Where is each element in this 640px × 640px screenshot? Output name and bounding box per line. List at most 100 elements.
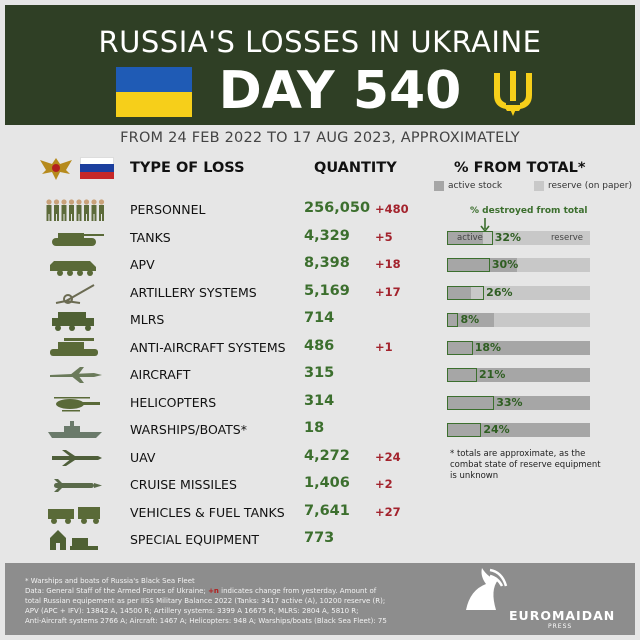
loss-row: CRUISE MISSILES 1,406 +2 bbox=[0, 473, 640, 497]
loss-row: WARSHIPS/BOATS* 18 24% bbox=[0, 418, 640, 442]
legend-active: active stock bbox=[434, 181, 502, 191]
header-banner: RUSSIA'S LOSSES IN UKRAINE DAY 540 bbox=[5, 5, 635, 125]
percent-bar: 21% bbox=[447, 368, 590, 382]
loss-type: WARSHIPS/BOATS* bbox=[130, 422, 247, 437]
loss-row: ARTILLERY SYSTEMS 5,169 +17 26% bbox=[0, 281, 640, 305]
destroyed-fill bbox=[447, 258, 490, 272]
loss-row: TANKS 4,329 +5 active reserve 32% bbox=[0, 226, 640, 250]
loss-type: APV bbox=[130, 257, 155, 272]
loss-row: VEHICLES & FUEL TANKS 7,641 +27 bbox=[0, 501, 640, 525]
loss-quantity: 314 bbox=[304, 392, 335, 409]
mlrs-icon bbox=[52, 312, 94, 331]
footer-source: Data: General Staff of the Armed Forces … bbox=[25, 587, 377, 595]
logo-subtext: PRESS bbox=[548, 623, 573, 630]
column-header-type: TYPE OF LOSS bbox=[130, 160, 245, 176]
apv-icon bbox=[50, 261, 96, 276]
loss-quantity: 8,398 bbox=[304, 255, 350, 271]
footer: * Warships and boats of Russia's Black S… bbox=[5, 563, 635, 635]
column-header-quantity: QUANTITY bbox=[314, 160, 397, 176]
warship-icon bbox=[48, 421, 102, 438]
loss-quantity: 7,641 bbox=[304, 502, 350, 519]
loss-quantity: 5,169 bbox=[304, 282, 350, 299]
destroyed-legend: % destroyed from total bbox=[470, 206, 588, 216]
active-stock-fill bbox=[447, 258, 518, 272]
percent-label: 24% bbox=[483, 423, 510, 436]
percent-label: 21% bbox=[479, 368, 506, 381]
russia-flag-icon bbox=[80, 157, 114, 179]
active-stock-fill bbox=[447, 313, 495, 327]
percent-label: 33% bbox=[496, 395, 523, 409]
destroyed-fill bbox=[447, 285, 485, 300]
loss-change: +2 bbox=[375, 477, 393, 491]
loss-change: +17 bbox=[375, 284, 401, 299]
active-stock-fill bbox=[447, 368, 590, 382]
loss-row: AIRCRAFT 315 21% bbox=[0, 363, 640, 387]
footer-note: * Warships and boats of Russia's Black S… bbox=[25, 577, 195, 585]
column-header-percent: % FROM TOTAL* bbox=[454, 160, 586, 176]
tank-icon bbox=[52, 232, 104, 246]
artillery-icon bbox=[55, 283, 95, 304]
footer-text: Anti-Aircraft systems 2766 A; Aircraft: … bbox=[25, 617, 387, 625]
loss-row: UAV 4,272 +24 bbox=[0, 446, 640, 470]
page-title: RUSSIA'S LOSSES IN UKRAINE bbox=[98, 25, 542, 59]
percent-bar: 8% bbox=[447, 313, 590, 327]
loss-type: ARTILLERY SYSTEMS bbox=[130, 284, 257, 300]
destroyed-fill bbox=[447, 423, 482, 437]
helicopter-icon bbox=[54, 396, 100, 411]
active-stock-fill bbox=[447, 340, 590, 355]
loss-change: +24 bbox=[375, 449, 401, 464]
destroyed-fill bbox=[447, 340, 473, 355]
trident-icon bbox=[494, 71, 532, 116]
active-stock-fill bbox=[447, 423, 590, 437]
bar-reserve-label: reserve bbox=[551, 232, 583, 243]
percent-label: 26% bbox=[486, 285, 513, 299]
loss-type: PERSONNEL bbox=[130, 202, 206, 217]
bar-active-label: active bbox=[457, 232, 483, 243]
active-stock-fill bbox=[447, 230, 483, 245]
aircraft-icon bbox=[50, 367, 102, 383]
loss-row: MLRS 714 8% bbox=[0, 308, 640, 332]
active-stock-fill bbox=[447, 395, 590, 410]
loss-type: AIRCRAFT bbox=[130, 367, 191, 382]
percent-label: 8% bbox=[460, 313, 480, 326]
special-equipment-icon bbox=[50, 530, 98, 550]
destroyed-fill bbox=[447, 368, 478, 382]
percent-label: 18% bbox=[474, 340, 502, 354]
loss-change: +18 bbox=[375, 257, 401, 271]
percent-bar: 18% bbox=[447, 340, 590, 355]
loss-type: UAV bbox=[130, 449, 156, 465]
ukraine-flag-icon bbox=[116, 67, 192, 117]
loss-row: SPECIAL EQUIPMENT 773 bbox=[0, 528, 640, 552]
loss-quantity: 773 bbox=[304, 530, 335, 546]
footnote: * totals are approximate, as the combat … bbox=[450, 449, 601, 481]
loss-quantity: 1,406 bbox=[304, 475, 350, 491]
loss-change: +27 bbox=[375, 504, 401, 519]
loss-change: +1 bbox=[375, 339, 393, 354]
loss-type: SPECIAL EQUIPMENT bbox=[130, 532, 260, 547]
percent-bar: 24% bbox=[447, 423, 590, 437]
loss-type: MLRS bbox=[130, 312, 165, 327]
loss-quantity: 4,329 bbox=[304, 227, 350, 244]
euromaidan-logo-icon bbox=[466, 568, 508, 610]
date-range: FROM 24 FEB 2022 TO 17 AUG 2023, APPROXI… bbox=[120, 130, 520, 146]
day-counter: DAY 540 bbox=[218, 61, 462, 121]
loss-quantity: 315 bbox=[304, 365, 335, 381]
loss-quantity: 18 bbox=[304, 420, 325, 436]
loss-quantity: 486 bbox=[304, 337, 335, 354]
percent-bar: 30% bbox=[447, 258, 590, 272]
loss-change: +480 bbox=[375, 202, 409, 216]
soldiers-icon bbox=[46, 199, 105, 221]
destroyed-fill bbox=[447, 230, 493, 245]
destroyed-fill bbox=[447, 313, 459, 327]
loss-row: PERSONNEL 256,050 +480 bbox=[0, 198, 640, 222]
percent-bar: 26% bbox=[447, 285, 590, 300]
percent-bar: 33% bbox=[447, 395, 590, 410]
legend-reserve: reserve (on paper) bbox=[534, 181, 632, 191]
loss-type: VEHICLES & FUEL TANKS bbox=[130, 504, 285, 520]
logo-text: EUROMAIDAN bbox=[509, 608, 616, 623]
footer-text: APV (APC + IFV): 13842 A, 14500 R; Artil… bbox=[25, 607, 359, 615]
loss-type: HELICOPTERS bbox=[130, 394, 217, 410]
loss-quantity: 714 bbox=[304, 310, 335, 326]
loss-type: ANTI-AIRCRAFT SYSTEMS bbox=[130, 339, 286, 355]
percent-label: 30% bbox=[491, 258, 519, 271]
